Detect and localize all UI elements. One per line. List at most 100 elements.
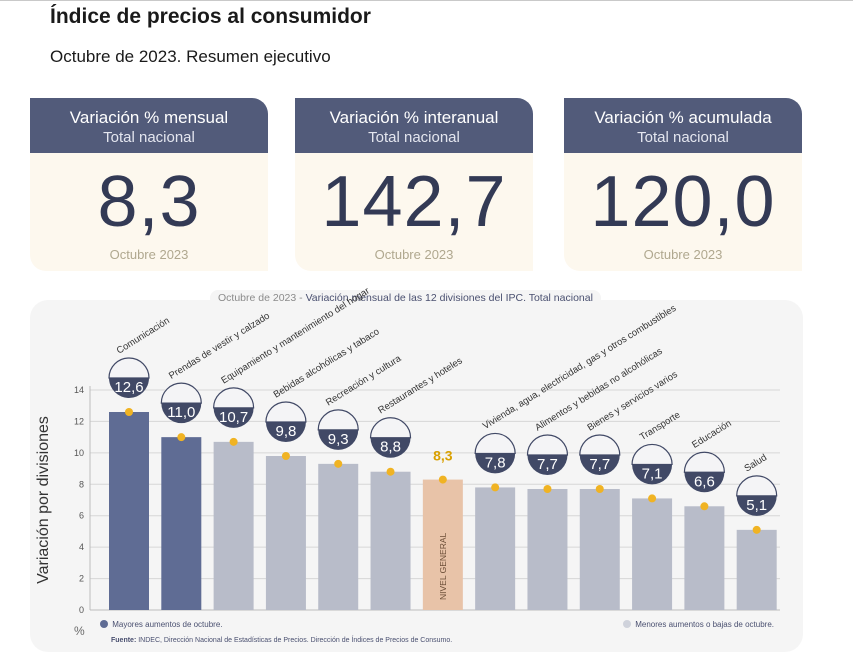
kpi-period: Octubre 2023 [109,247,189,262]
kpi-title: Variación % acumulada [594,108,772,127]
bar [527,489,568,610]
bar-value-label: 9,8 [275,423,296,440]
chart-panel [30,300,803,652]
bar-value-label: 6,6 [694,473,715,490]
y-axis-label: Variación por divisiones [35,416,52,584]
bar [318,463,359,610]
bar [109,412,149,610]
division-icon [317,409,359,431]
value-badge [161,403,202,424]
bar-marker [281,452,290,460]
bar [422,479,463,610]
top-rule [0,0,853,1]
bar-value-label: 7,7 [537,456,558,473]
bar-marker [648,494,657,503]
bar-category-label: Educación [690,418,733,451]
page-title: Índice de precios al consumidor [50,5,371,28]
bar-value-label: 11,0 [167,404,195,421]
chart-title-text: Variación mensual de las 12 divisiones d… [305,292,593,304]
y-tick-label: 10 [74,448,84,458]
bar-category-label: Prendas de vestir y calzado [167,311,272,382]
value-badge [736,495,777,516]
y-tick-label: 2 [79,574,84,584]
kpi-title: Variación % interanual [329,108,499,127]
value-badge [213,407,254,428]
bar-value-label: 10,7 [219,409,248,426]
legend-low: Menores aumentos o bajas de octubre. [623,620,774,629]
division-icon [683,451,725,473]
kpi-card-acumulada: Variación % acumulada Total nacional 120… [564,98,802,271]
bar-category-label: Vivienda, agua, electricidad, gas y otro… [481,303,679,432]
bar-value-label: 12,6 [114,379,143,396]
bar-value-label: 9,3 [328,431,349,448]
kpi-header: Variación % acumulada Total nacional [564,98,802,153]
bar-marker [752,525,761,534]
legend-low-label: Menores aumentos o bajas de octubre. [635,620,774,629]
source-label: Fuente: [111,637,137,644]
y-tick-label: 12 [74,416,84,426]
division-icon [265,401,307,423]
kpi-header: Variación % mensual Total nacional [30,98,268,153]
division-icon [526,434,569,456]
kpi-body: 142,7 Octubre 2023 [295,153,533,271]
bar-marker [543,485,552,493]
legend-dot-low [623,620,631,628]
bar-value-label: 7,8 [485,454,506,471]
division-icon [579,434,621,456]
bar-value-label: 7,7 [589,456,610,473]
division-icon [736,475,778,497]
y-tick-label: 4 [79,542,84,552]
bar [736,529,777,610]
kpi-card-mensual: Variación % mensual Total nacional 8,3 O… [30,98,268,271]
kpi-value: 142,7 [321,162,507,242]
bar-marker [177,433,186,442]
value-badge [632,464,673,485]
bar-category-label: NIVEL GENERAL [438,532,448,600]
legend-high-label: Mayores aumentos de octubre. [112,620,223,629]
kpi-header: Variación % interanual Total nacional [295,98,533,153]
source-note: Fuente: INDEC, Dirección Nacional de Est… [111,637,452,644]
value-badge [475,453,516,474]
value-badge [527,455,568,475]
legend-dot-high [100,620,108,628]
bar-marker [334,459,343,468]
bar-marker [700,502,709,511]
bar-marker [229,437,238,446]
bar-marker [595,485,604,493]
division-icon [108,357,150,379]
kpi-period: Octubre 2023 [374,247,454,262]
division-icon [213,387,255,409]
value-badge [684,472,725,493]
chart-title-period: Octubre de 2023 - [218,292,303,304]
bar [265,456,306,610]
value-badge [370,437,411,458]
value-badge [318,429,359,450]
y-tick-label: 8 [79,479,84,489]
chart-title: Octubre de 2023 - Variación mensual de l… [210,290,601,306]
y-tick-label: 0 [79,605,84,615]
value-badge [265,422,306,442]
division-icon [631,443,673,466]
bar-category-label: Salud [742,452,768,474]
bar-marker [491,483,500,492]
kpi-title: Variación % mensual [69,108,229,127]
bar [370,471,411,610]
y-tick-label: 6 [79,511,84,521]
bar-value-label: 7,1 [642,465,663,482]
y-tick-label: 14 [74,385,84,395]
bar-value-label: 8,3 [433,448,453,464]
kpi-value: 8,3 [97,162,201,242]
kpi-scope: Total nacional [368,129,460,146]
bar-marker [125,408,133,416]
kpi-scope: Total nacional [103,129,195,146]
bar [161,437,202,610]
page-subtitle: Octubre de 2023. Resumen ejecutivo [50,47,331,66]
legend-high: Mayores aumentos de octubre. [100,620,223,629]
bar-marker [438,475,447,484]
bar-category-label: Transporte [638,409,682,442]
source-text: INDEC, Dirección Nacional de Estadística… [138,637,453,644]
unit-label: % [74,624,85,638]
bar-value-label: 5,1 [746,497,767,514]
kpi-body: 8,3 Octubre 2023 [30,153,268,271]
